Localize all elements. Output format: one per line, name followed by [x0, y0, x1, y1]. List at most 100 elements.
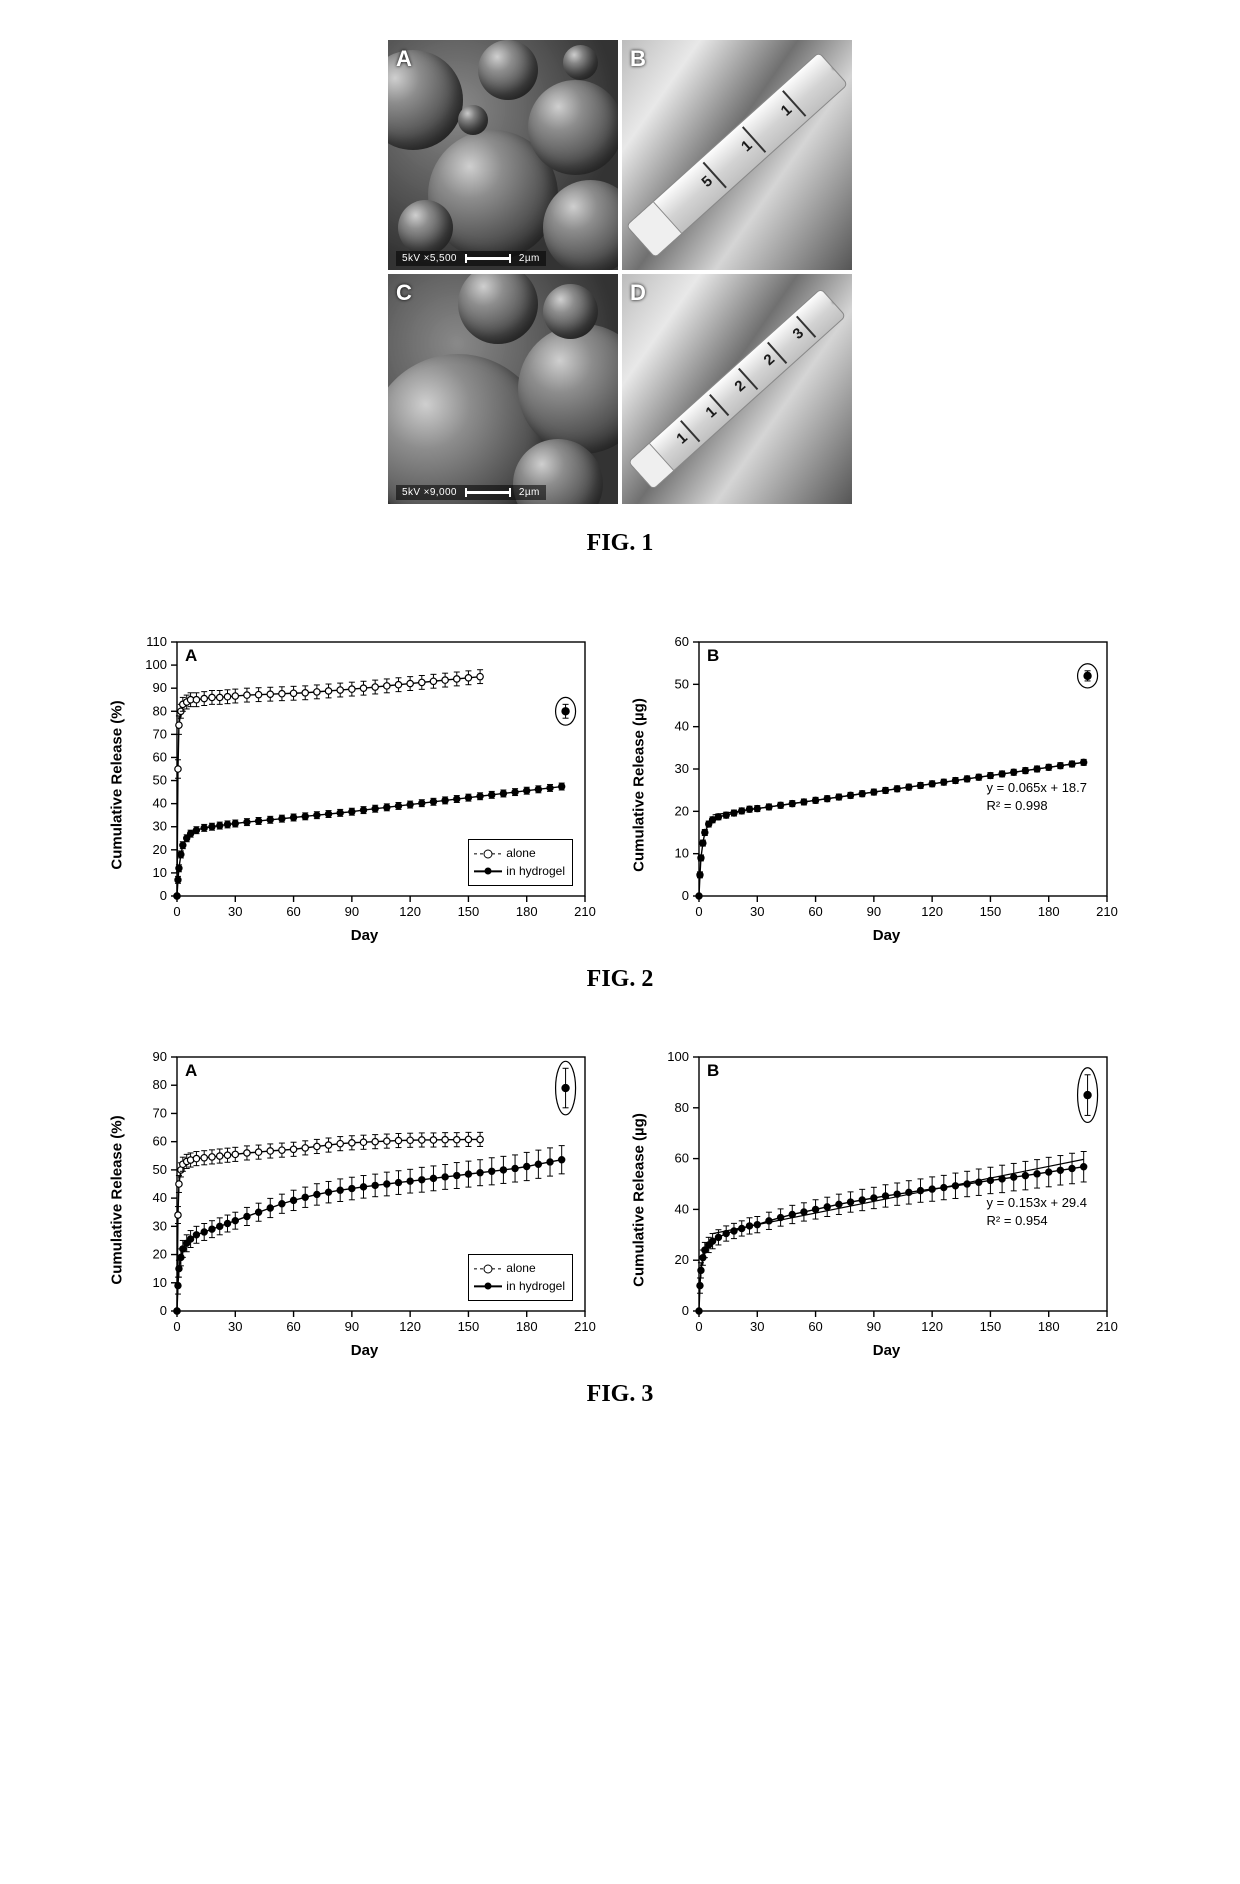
svg-text:60: 60: [286, 904, 300, 919]
figure-1-panel-b: 5 1 1 B: [622, 40, 852, 270]
figure-2: 0 30 60 90 120 150 180 210 0 10 20 30 40 50 60 70 80 90 10…: [100, 612, 1140, 993]
figure-2-caption: FIG. 2: [587, 966, 654, 993]
svg-text:150: 150: [458, 1319, 480, 1334]
panel-letter: B: [707, 646, 719, 666]
legend-label: in hydrogel: [506, 863, 565, 880]
svg-text:0: 0: [160, 1303, 167, 1318]
fit-equation: y = 0.065x + 18.7R² = 0.998: [987, 779, 1087, 814]
svg-text:80: 80: [153, 1077, 167, 1092]
svg-text:100: 100: [667, 1049, 689, 1064]
svg-text:120: 120: [921, 1319, 943, 1334]
legend: alonein hydrogel: [468, 1254, 573, 1301]
svg-text:40: 40: [675, 1201, 689, 1216]
svg-text:0: 0: [695, 1319, 702, 1334]
svg-text:50: 50: [153, 1162, 167, 1177]
sem-scalebar: 5kV ×9,000 2µm: [396, 485, 546, 500]
svg-text:120: 120: [399, 1319, 421, 1334]
svg-text:90: 90: [153, 680, 167, 695]
svg-text:210: 210: [574, 904, 596, 919]
svg-text:50: 50: [153, 773, 167, 788]
svg-text:120: 120: [399, 904, 421, 919]
panel-letter: C: [396, 280, 412, 306]
panel-letter: B: [630, 46, 646, 72]
svg-text:0: 0: [682, 1303, 689, 1318]
sem-scalebar: 5kV ×5,500 2µm: [396, 251, 546, 266]
scalebar-value: 2µm: [519, 253, 540, 264]
svg-text:60: 60: [153, 1134, 167, 1149]
x-axis-label: Day: [873, 1342, 901, 1359]
svg-text:110: 110: [146, 634, 167, 649]
svg-text:60: 60: [153, 749, 167, 764]
figure-3-panel-a: 03060901201501802100102030405060708090AC…: [119, 1045, 599, 1355]
svg-text:90: 90: [867, 904, 881, 919]
svg-text:80: 80: [675, 1100, 689, 1115]
fit-equation: y = 0.153x + 29.4R² = 0.954: [987, 1194, 1087, 1229]
legend: alonein hydrogel: [468, 839, 573, 886]
svg-text:50: 50: [675, 676, 689, 691]
figure-3-caption: FIG. 3: [587, 1381, 654, 1408]
figure-1-grid: A 5kV ×5,500 2µm 5 1 1 B: [388, 40, 852, 504]
y-axis-label: Cumulative Release (%): [109, 1031, 126, 1200]
svg-text:60: 60: [808, 904, 822, 919]
panel-letter: A: [185, 646, 197, 666]
figure-2-panel-a: 0306090120150180210010203040506070809010…: [119, 630, 599, 940]
svg-text:30: 30: [153, 1218, 167, 1233]
svg-text:30: 30: [675, 761, 689, 776]
svg-text:0: 0: [682, 888, 689, 903]
y-axis-label: Cumulative Release (%): [109, 616, 126, 785]
legend-label: alone: [506, 845, 535, 862]
svg-text:60: 60: [675, 1151, 689, 1166]
svg-text:210: 210: [1096, 904, 1118, 919]
sem-settings: 5kV ×9,000: [402, 487, 457, 498]
panel-letter: A: [396, 46, 412, 72]
figure-3-panel-b: 0306090120150180210020406080100BCumulati…: [641, 1045, 1121, 1355]
svg-text:80: 80: [153, 703, 167, 718]
svg-text:30: 30: [750, 904, 764, 919]
legend-label: alone: [506, 1260, 535, 1277]
svg-text:30: 30: [228, 904, 242, 919]
svg-text:0: 0: [160, 888, 167, 903]
figure-1-panel-d: 1 1 2 2 3 D: [622, 274, 852, 504]
svg-text:0: 0: [695, 904, 702, 919]
panel-letter: D: [630, 280, 646, 306]
x-axis-label: Day: [351, 1342, 379, 1359]
svg-text:40: 40: [153, 1190, 167, 1205]
svg-text:120: 120: [921, 904, 943, 919]
svg-text:210: 210: [1096, 1319, 1118, 1334]
svg-text:180: 180: [516, 904, 538, 919]
panel-letter: A: [185, 1061, 197, 1081]
scalebar-value: 2µm: [519, 487, 540, 498]
svg-text:20: 20: [153, 842, 167, 857]
figure-2-panel-b: 03060901201501802100102030405060BCumulat…: [641, 630, 1121, 940]
x-axis-label: Day: [873, 927, 901, 944]
figure-1-panel-a: A 5kV ×5,500 2µm: [388, 40, 618, 270]
svg-text:90: 90: [153, 1049, 167, 1064]
svg-text:210: 210: [574, 1319, 596, 1334]
svg-text:20: 20: [675, 803, 689, 818]
sem-settings: 5kV ×5,500: [402, 253, 457, 264]
svg-text:40: 40: [153, 796, 167, 811]
svg-text:180: 180: [1038, 904, 1060, 919]
svg-text:60: 60: [286, 1319, 300, 1334]
svg-text:90: 90: [345, 1319, 359, 1334]
legend-label: in hydrogel: [506, 1278, 565, 1295]
x-axis-label: Day: [351, 927, 379, 944]
svg-text:30: 30: [750, 1319, 764, 1334]
svg-text:150: 150: [980, 904, 1002, 919]
svg-text:100: 100: [145, 657, 167, 672]
svg-text:0: 0: [173, 1319, 180, 1334]
svg-text:10: 10: [153, 1275, 167, 1290]
svg-text:20: 20: [675, 1252, 689, 1267]
svg-text:10: 10: [675, 846, 689, 861]
svg-text:20: 20: [153, 1247, 167, 1262]
svg-text:90: 90: [867, 1319, 881, 1334]
svg-text:60: 60: [808, 1319, 822, 1334]
svg-text:0: 0: [173, 904, 180, 919]
svg-text:70: 70: [153, 726, 167, 741]
panel-letter: B: [707, 1061, 719, 1081]
svg-text:180: 180: [516, 1319, 538, 1334]
svg-text:30: 30: [153, 819, 167, 834]
svg-text:150: 150: [458, 904, 480, 919]
figure-1-caption: FIG. 1: [587, 530, 654, 557]
svg-text:30: 30: [228, 1319, 242, 1334]
